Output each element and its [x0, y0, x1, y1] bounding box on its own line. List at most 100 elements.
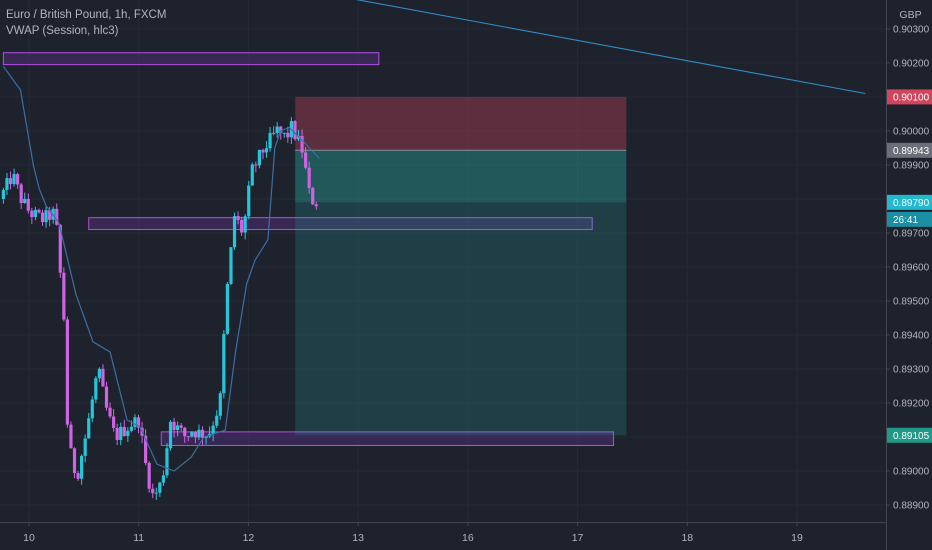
candle-body-53 [190, 431, 194, 437]
candle-body-75 [268, 132, 272, 149]
candle-body-82 [293, 121, 297, 140]
candle-body-69 [247, 185, 251, 217]
y-tick-label-0: 0.90300 [893, 24, 930, 35]
candle-body-68 [243, 216, 247, 233]
badge-text-entry: 0.89943 [893, 146, 930, 157]
x-axis[interactable]: 10 11 12 13 16 17 18 19 [0, 522, 886, 550]
candle-body-46 [165, 448, 169, 476]
candle-body-4 [16, 174, 20, 185]
y-tick-label-8: 0.89500 [893, 296, 930, 307]
y-tick-label-7: 0.89600 [893, 262, 930, 273]
y-tick-label-13: 0.89000 [893, 466, 930, 477]
candle-body-26 [94, 378, 98, 400]
target-zone-filled [295, 150, 627, 203]
x-tick-label-5: 17 [572, 532, 584, 544]
candle-body-65 [232, 216, 237, 248]
stop-zone [295, 96, 627, 151]
candle-body-80 [286, 132, 290, 138]
candle-body-57 [204, 436, 208, 438]
candle-body-13 [48, 210, 52, 220]
y-axis[interactable]: 0.903000.902000.901000.900000.899000.898… [886, 0, 932, 550]
y-tick-label-4: 0.89900 [893, 160, 930, 171]
candle-body-5 [19, 184, 23, 204]
badge-bg-last [887, 194, 932, 210]
candle-body-66 [236, 216, 240, 220]
candle-body-84 [300, 135, 304, 153]
target-zone [295, 202, 627, 436]
candle-body-73 [261, 149, 265, 153]
x-tick-label-1: 11 [133, 532, 144, 544]
zones [2, 52, 615, 446]
candle-body-43 [154, 492, 158, 494]
candle-body-28 [101, 368, 105, 387]
y-tick-label-14: 0.88900 [893, 500, 930, 511]
candle-body-78 [279, 126, 283, 133]
trend-line[interactable] [285, 0, 866, 95]
y-tick-label-9: 0.89400 [893, 330, 930, 341]
candle-body-63 [225, 283, 229, 334]
price-badges: 0.90100 0.89943 0.89790 26:41 0.89105 [887, 89, 932, 443]
candle-body-24 [87, 418, 91, 439]
candle-body-74 [264, 148, 269, 153]
candle-body-85 [304, 152, 308, 168]
candle-body-11 [40, 212, 45, 223]
y-tick-label-1: 0.90200 [893, 58, 930, 69]
candle-body-61 [218, 393, 222, 416]
candle-body-23 [83, 438, 87, 456]
candle-body-62 [222, 333, 226, 394]
y-tick-label-3: 0.90000 [893, 126, 930, 137]
y-tick-label-6: 0.89700 [893, 228, 930, 239]
candle-body-12 [44, 210, 48, 223]
x-tick-label-7: 19 [791, 532, 803, 544]
candle-body-51 [183, 427, 187, 437]
candle-body-70 [250, 164, 254, 186]
indicator-label[interactable]: VWAP (Session, hlc3) [6, 25, 119, 37]
candle-body-2 [8, 178, 13, 185]
symbol-title[interactable]: Euro / British Pound, 1h, FXCM [6, 9, 167, 21]
vwap-line [2, 65, 320, 472]
candle-body-18 [65, 319, 69, 425]
candle-body-50 [179, 425, 183, 428]
candle-body-87 [311, 187, 315, 205]
candle-body-10 [37, 209, 41, 213]
badge-bg-target [887, 427, 932, 443]
candle-body-71 [254, 164, 258, 166]
candle-body-20 [72, 448, 77, 474]
candle-body-34 [122, 426, 126, 436]
badge-text-target: 0.89105 [893, 431, 930, 442]
candle-body-45 [161, 475, 165, 483]
candle-body-49 [176, 425, 180, 431]
candle-body-36 [129, 426, 133, 431]
candle-body-30 [108, 407, 112, 417]
candle-body-72 [257, 149, 261, 166]
candle-body-9 [33, 209, 37, 218]
candle-body-3 [12, 174, 16, 185]
position-tool[interactable] [295, 96, 627, 436]
candle-body-64 [229, 247, 233, 284]
badge-text-last: 0.89790 [893, 198, 930, 209]
candle-body-16 [58, 224, 62, 273]
candle-body-59 [211, 425, 215, 434]
candle-body-55 [197, 429, 201, 438]
y-tick-label-11: 0.89200 [893, 398, 930, 409]
zone-rect-1 [88, 217, 593, 231]
candle-body-60 [215, 415, 219, 426]
candle-body-54 [193, 431, 197, 438]
candle-body-35 [126, 430, 130, 436]
candle-body-76 [272, 132, 276, 134]
candle-body-7 [26, 198, 30, 211]
candle-body-27 [97, 368, 101, 379]
zone-rect-2 [160, 431, 615, 446]
candle-body-25 [90, 399, 94, 419]
trendline-path [355, 0, 866, 95]
candle-body-67 [240, 219, 244, 233]
candle-body-52 [186, 436, 190, 438]
candle-body-1 [5, 178, 9, 190]
x-tick-label-0: 10 [23, 532, 35, 544]
candle-body-31 [112, 416, 116, 428]
candle-body-6 [23, 198, 27, 204]
candle-body-86 [307, 167, 311, 188]
candle-body-29 [104, 386, 109, 408]
vwap-polyline [2, 65, 320, 472]
